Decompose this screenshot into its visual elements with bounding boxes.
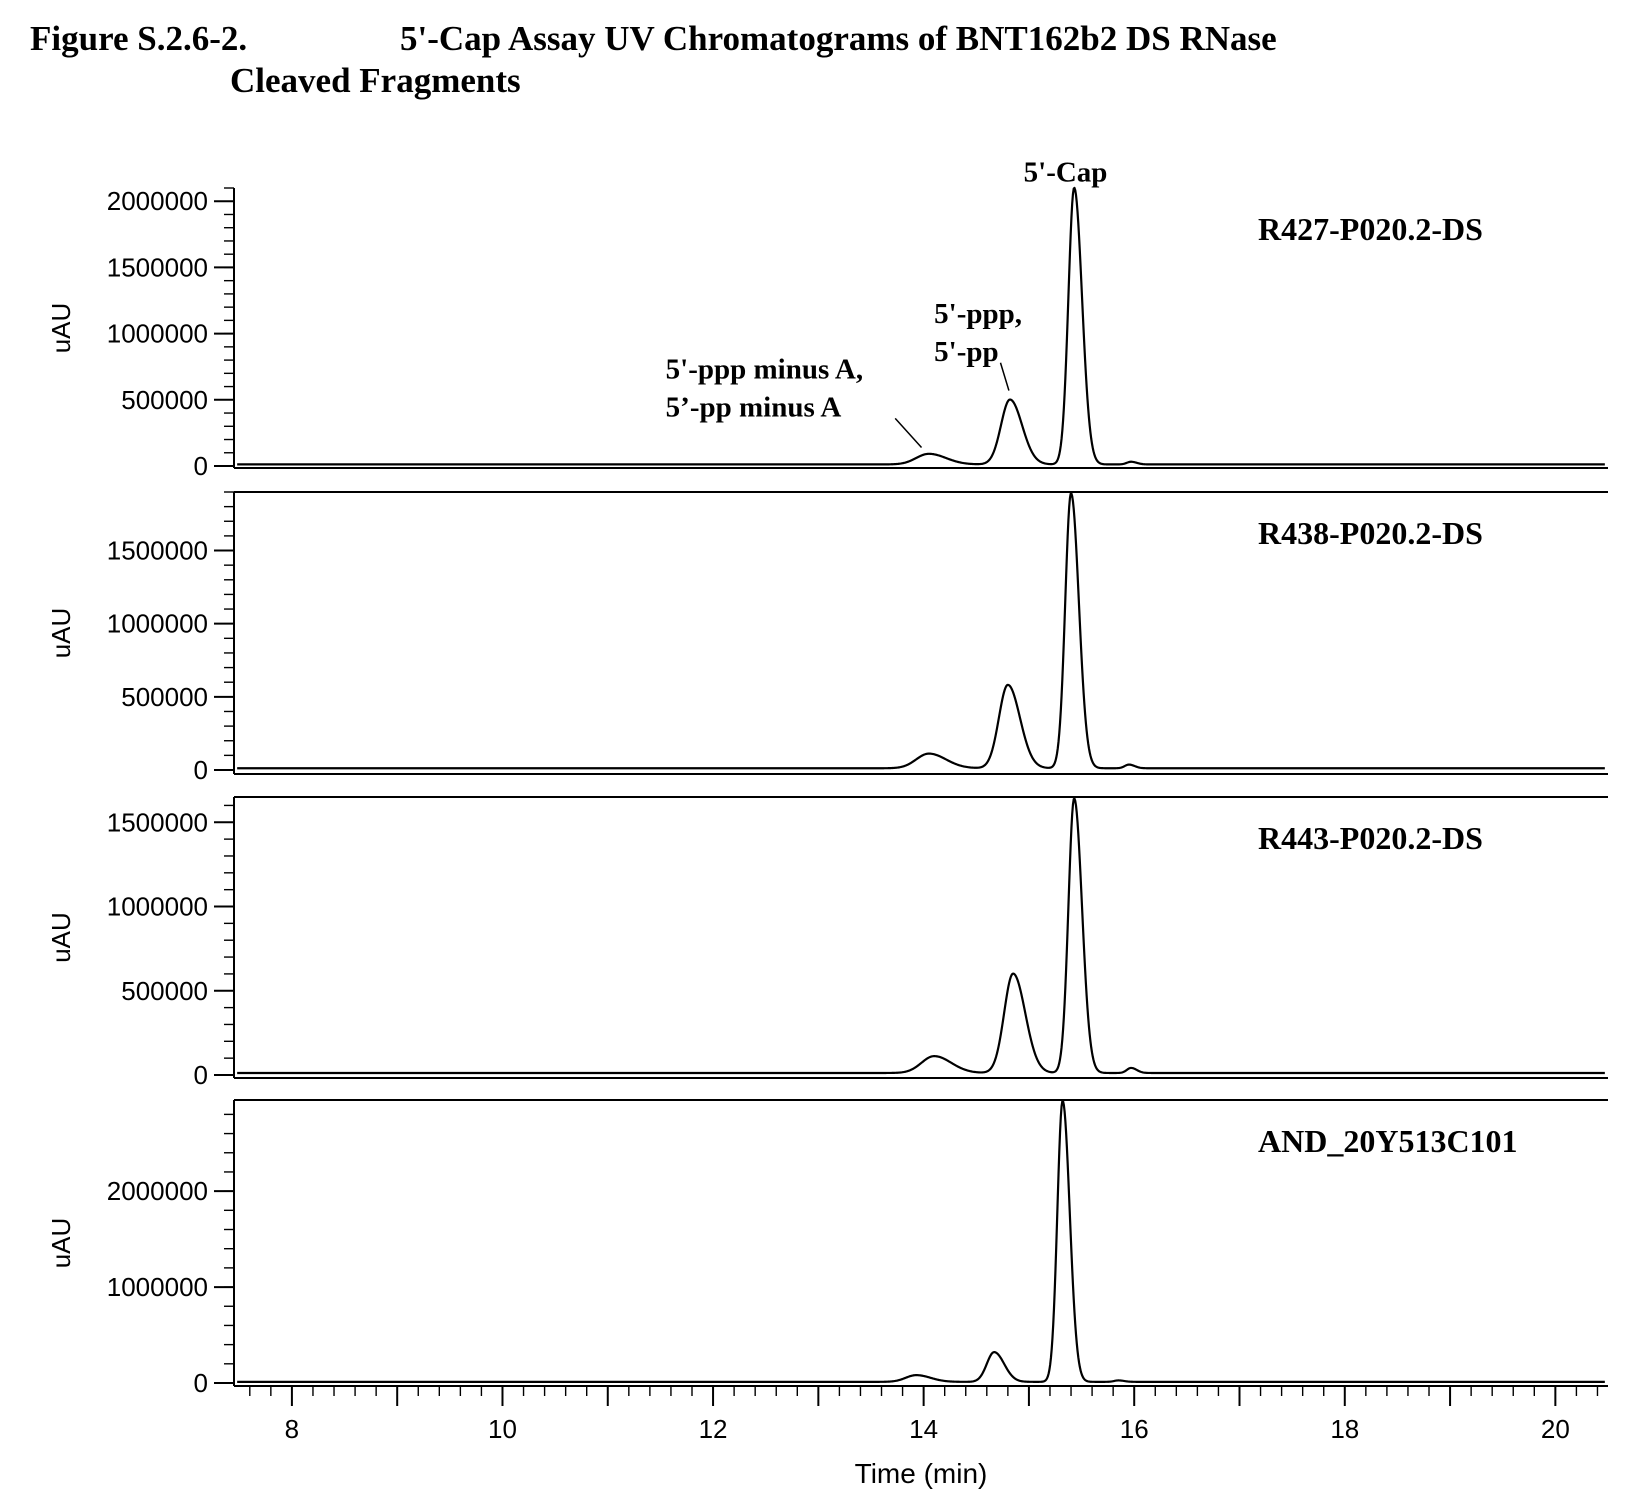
y-tick-label: 2000000 (107, 186, 208, 216)
annotation-leader-line (999, 362, 1010, 391)
y-tick-label: 1000000 (107, 1272, 208, 1302)
sample-label: AND_20Y513C101 (1258, 1123, 1518, 1159)
figure-title-line-1: 5'-Cap Assay UV Chromatograms of BNT162b… (400, 19, 1277, 58)
peak-annotation-line: 5'-ppp minus A, (666, 354, 863, 386)
sample-label: R427-P020.2-DS (1258, 211, 1483, 247)
peak-annotation-line: 5'-ppp, (934, 298, 1022, 330)
y-axis-title: uAU (46, 608, 76, 659)
annotation-leader-line (894, 417, 923, 448)
chromatogram-trace (236, 1100, 1606, 1383)
panel-4: 0 1000000 2000000 uAU AND_20Y513C101 (46, 1099, 1608, 1398)
x-tick-label: 12 (699, 1414, 728, 1444)
chromatogram-trace (236, 186, 1606, 466)
y-tick-label: 0 (194, 1368, 208, 1398)
y-tick-label: 1500000 (107, 536, 208, 566)
panel-1: 0 500000 1000000 1500000 2000000 uAU R427-P020… (46, 156, 1608, 481)
y-tick-label: 0 (194, 451, 208, 481)
y-tick-label: 0 (194, 755, 208, 785)
panel-3: 0 500000 1000000 1500000 uAU R443-P020.2-DS (46, 796, 1608, 1090)
peak-annotation: 5'-Cap (1024, 156, 1108, 188)
x-tick-label: 18 (1330, 1414, 1359, 1444)
y-tick-label: 0 (194, 1060, 208, 1090)
figure-number: Figure S.2.6-2. (30, 19, 248, 58)
sample-label: R443-P020.2-DS (1258, 820, 1483, 856)
y-axis-title: uAU (46, 303, 76, 354)
y-tick-label: 500000 (121, 976, 208, 1006)
x-tick-label: 14 (909, 1414, 938, 1444)
x-tick-label: 8 (285, 1414, 299, 1444)
peak-annotation-line: 5'-pp (934, 336, 998, 368)
sample-label: R438-P020.2-DS (1258, 515, 1483, 551)
figure-heading-line-1: Figure S.2.6-2. 5'-Cap Assay UV Chromatog… (30, 18, 1610, 60)
x-axis-title: Time (min) (855, 1458, 988, 1489)
y-tick-label: 500000 (121, 682, 208, 712)
peak-annotation-line: 5'-Cap (1024, 156, 1108, 188)
x-tick-label: 16 (1120, 1414, 1149, 1444)
figure-heading: Figure S.2.6-2. 5'-Cap Assay UV Chromatog… (30, 18, 1610, 102)
x-tick-label: 20 (1541, 1414, 1570, 1444)
peak-annotation: 5'-ppp, 5'-pp (934, 298, 1022, 368)
y-axis-title: uAU (46, 1218, 76, 1269)
x-tick-label: 10 (488, 1414, 517, 1444)
y-tick-label: 2000000 (107, 1176, 208, 1206)
y-tick-label: 1500000 (107, 807, 208, 837)
y-tick-label: 1000000 (107, 319, 208, 349)
y-tick-label: 1500000 (107, 252, 208, 282)
y-tick-label: 1000000 (107, 892, 208, 922)
peak-annotation: 5'-ppp minus A, 5’-pp minus A (666, 354, 863, 424)
y-tick-label: 1000000 (107, 609, 208, 639)
figure-title-line-2: Cleaved Fragments (230, 61, 521, 100)
panel-2: 0 500000 1000000 1500000 uAU R438-P020.2-DS (46, 491, 1608, 785)
chromatogram-trace (236, 797, 1606, 1075)
chromatogram-trace (236, 492, 1606, 770)
y-axis-title: uAU (46, 912, 76, 963)
y-tick-label: 500000 (121, 385, 208, 415)
peak-annotation-line: 5’-pp minus A (666, 392, 842, 424)
x-axis: 8 10 12 14 16 18 20 Time (min) (249, 1386, 1599, 1489)
